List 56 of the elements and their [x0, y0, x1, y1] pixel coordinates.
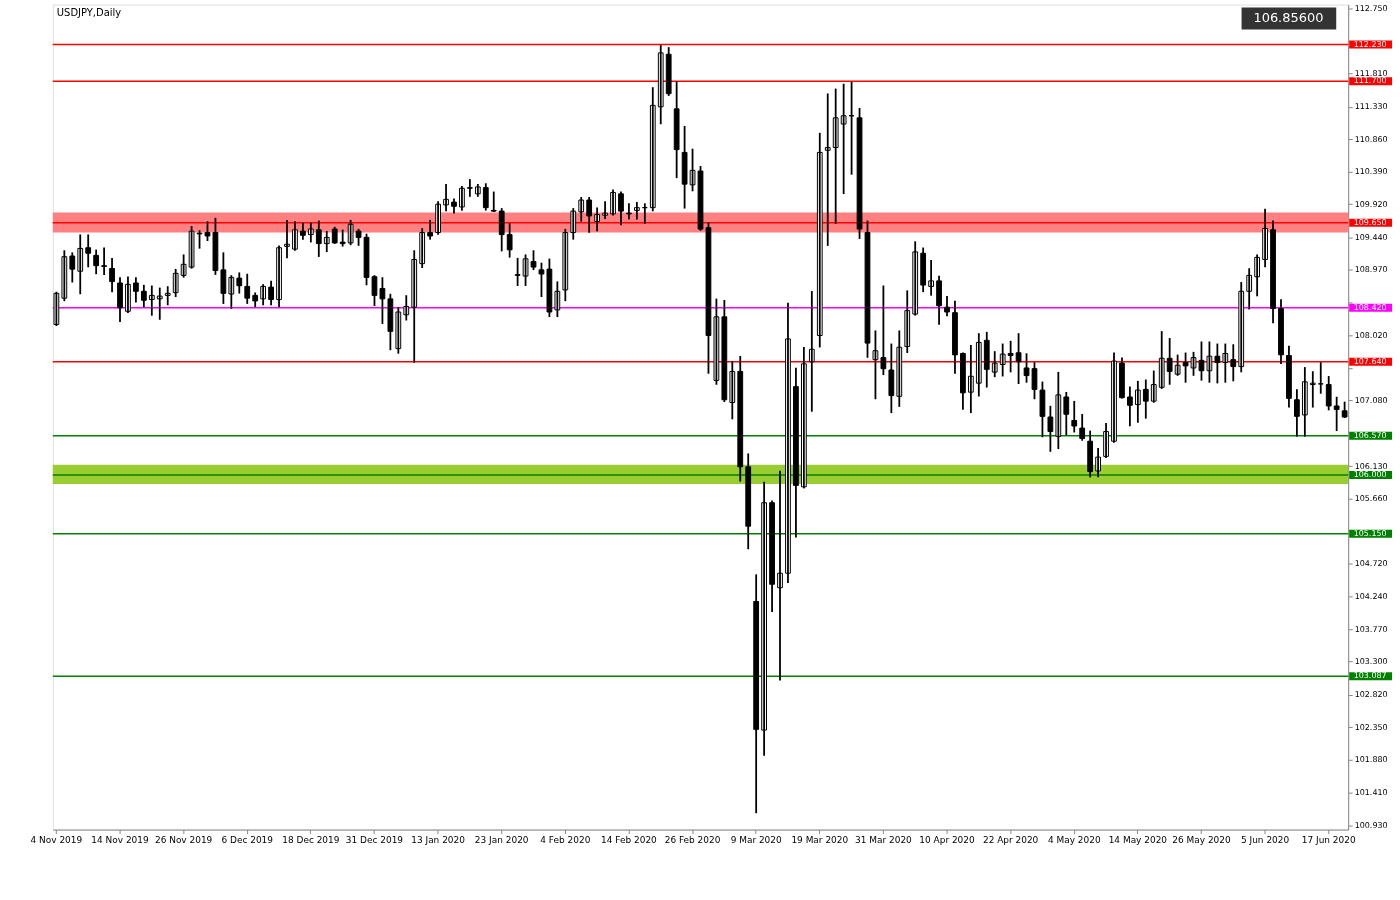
- x-tick-label: 17 Jun 2020: [1301, 835, 1356, 846]
- candlestick: [538, 262, 545, 297]
- y-tick-label: 101.410: [1354, 787, 1388, 797]
- y-tick-label: 104.720: [1354, 559, 1388, 569]
- x-tick-label: 5 Jun 2020: [1241, 835, 1290, 846]
- x-tick-label: 22 Apr 2020: [982, 835, 1039, 846]
- x-tick-label: 26 May 2020: [1172, 835, 1231, 846]
- y-tick-label: 100.930: [1354, 820, 1388, 830]
- x-tick-label: 14 May 2020: [1108, 835, 1168, 846]
- candlestick: [864, 220, 871, 358]
- x-tick-label: 9 Mar 2020: [730, 835, 782, 846]
- y-tick-label: 101.880: [1354, 755, 1388, 765]
- x-tick-label: 31 Mar 2020: [855, 835, 913, 846]
- y-tick-label: 102.350: [1354, 722, 1388, 732]
- x-tick-label: 10 Apr 2020: [919, 835, 975, 846]
- chart-title: USDJPY,Daily: [56, 7, 122, 19]
- y-tick-label: 106.130: [1354, 461, 1388, 471]
- ref-line-label: 108.420: [1353, 302, 1387, 312]
- ref-line-label: 111.700: [1353, 76, 1387, 86]
- y-tick-label: 110.860: [1354, 134, 1388, 144]
- y-tick-label: 103.300: [1354, 657, 1388, 667]
- x-tick-label: 4 Feb 2020: [540, 835, 591, 846]
- ref-line-label: 106.000: [1353, 470, 1387, 480]
- x-tick-label: 26 Nov 2019: [154, 835, 213, 846]
- y-tick-label: 103.770: [1354, 624, 1388, 634]
- x-tick-label: 31 Dec 2019: [345, 835, 404, 846]
- y-tick-label: 110.390: [1354, 167, 1388, 177]
- ref-line-label: 106.570: [1353, 430, 1387, 440]
- ref-line-label: 112.230: [1353, 39, 1387, 49]
- x-tick-label: 4 May 2020: [1047, 835, 1101, 846]
- annotation: 106.85600: [1253, 10, 1324, 26]
- ref-line-label: 105.150: [1353, 528, 1387, 538]
- x-tick-label: 18 Dec 2019: [282, 835, 340, 846]
- y-tick-label: 108.970: [1354, 265, 1388, 275]
- y-tick-label: 105.660: [1354, 494, 1388, 504]
- y-tick-label: 111.330: [1354, 102, 1388, 112]
- candlestick: [156, 287, 163, 320]
- y-tick-label: 102.820: [1354, 690, 1388, 700]
- x-tick-label: 6 Dec 2019: [221, 835, 274, 846]
- y-tick-label: 109.440: [1354, 232, 1388, 242]
- y-tick-label: 108.020: [1354, 330, 1388, 340]
- x-tick-label: 4 Nov 2019: [30, 835, 83, 846]
- y-tick-label: 104.240: [1354, 592, 1388, 602]
- ref-line-label: 107.640: [1353, 356, 1387, 366]
- x-tick-label: 26 Feb 2020: [664, 835, 721, 846]
- y-tick-label: 111.810: [1354, 69, 1388, 79]
- x-tick-label: 14 Nov 2019: [91, 835, 149, 846]
- x-tick-label: 19 Mar 2020: [791, 835, 849, 846]
- y-tick-label: 107.080: [1354, 395, 1388, 405]
- x-tick-label: 23 Jan 2020: [474, 835, 529, 846]
- x-tick-label: 14 Feb 2020: [601, 835, 658, 846]
- x-tick-label: 13 Jan 2020: [411, 835, 466, 846]
- ref-line-label: 109.650: [1353, 217, 1387, 227]
- y-tick-label: 109.920: [1354, 199, 1388, 209]
- ref-line-label: 103.087: [1353, 671, 1387, 681]
- y-tick-label: 112.750: [1354, 4, 1388, 14]
